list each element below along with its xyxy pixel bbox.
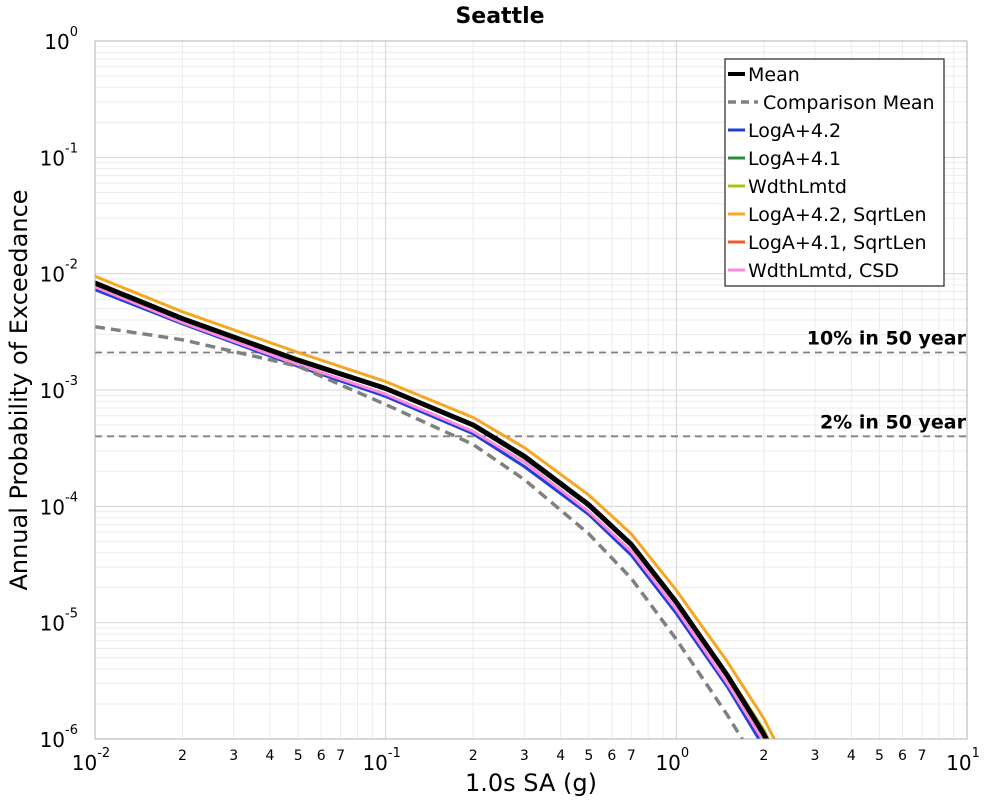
series-line — [95, 288, 761, 739]
x-minor-tick-label: 3 — [229, 748, 238, 764]
x-tick-label: 101 — [946, 746, 980, 775]
y-tick-label: 10-3 — [40, 374, 78, 403]
series-line — [95, 282, 768, 739]
x-minor-tick-label: 6 — [317, 748, 326, 764]
x-minor-tick-label: 7 — [627, 748, 636, 764]
legend-label: WdthLmtd — [748, 176, 847, 198]
chart-title: Seattle — [455, 4, 544, 29]
legend-label: LogA+4.1 — [748, 148, 841, 170]
grid — [94, 40, 968, 740]
y-tick-label: 10-1 — [40, 141, 78, 170]
reference-lines: 10% in 50 year 2% in 50 year — [95, 328, 967, 438]
x-minor-tick-label: 3 — [520, 748, 529, 764]
legend-label: Comparison Mean — [763, 92, 935, 114]
x-minor-tick-label: 5 — [584, 748, 593, 764]
x-minor-tick-label: 7 — [336, 748, 345, 764]
series-line — [95, 274, 776, 739]
series-line — [95, 281, 768, 739]
x-axis-label: 1.0s SA (g) — [465, 769, 597, 797]
x-minor-tick-label: 4 — [266, 748, 275, 764]
legend: Mean Comparison Mean LogA+4.2 LogA+4.1 WdthL… — [724, 58, 945, 287]
series-line — [95, 324, 745, 739]
x-minor-tick-label: 6 — [898, 748, 907, 764]
legend-box — [724, 58, 945, 287]
legend-label: LogA+4.2 — [748, 120, 841, 142]
x-tick-label: 10-1 — [362, 746, 400, 775]
x-tick-label: 10-2 — [72, 746, 110, 775]
x-minor-tick-label: 2 — [178, 748, 187, 764]
series-line — [95, 285, 764, 739]
plot-frame — [94, 40, 968, 740]
legend-label: WdthLmtd, CSD — [748, 260, 899, 282]
x-minor-tick-label: 7 — [918, 748, 927, 764]
x-minor-tick-label: 2 — [759, 748, 768, 764]
reference-line-label: 2% in 50 year — [820, 411, 967, 433]
x-minor-tick-label: 5 — [294, 748, 303, 764]
y-tick-label: 10-6 — [40, 723, 78, 752]
legend-label: LogA+4.1, SqrtLen — [748, 232, 927, 254]
x-minor-tick-label: 5 — [875, 748, 884, 764]
x-tick-label: 100 — [655, 746, 689, 775]
x-minor-tick-label: 3 — [811, 748, 820, 764]
x-minor-tick-label: 4 — [556, 748, 565, 764]
y-axis-label: Annual Probability of Exceedance — [5, 189, 33, 590]
series-layer — [95, 274, 776, 739]
y-tick-label: 100 — [44, 25, 78, 54]
legend-label: LogA+4.2, SqrtLen — [748, 204, 927, 226]
y-tick-label: 10-4 — [40, 490, 78, 519]
x-minor-tick-label: 4 — [847, 748, 856, 764]
x-minor-tick-label: 2 — [469, 748, 478, 764]
y-tick-label: 10-2 — [40, 258, 78, 287]
series-line — [95, 280, 770, 739]
legend-label: Mean — [748, 64, 800, 86]
y-axis-ticks: 100 10-1 10-2 10-3 10-4 10-5 10-6 — [40, 25, 78, 752]
y-tick-label: 10-5 — [40, 607, 78, 636]
reference-line-label: 10% in 50 year — [807, 328, 967, 350]
x-minor-tick-label: 6 — [607, 748, 616, 764]
